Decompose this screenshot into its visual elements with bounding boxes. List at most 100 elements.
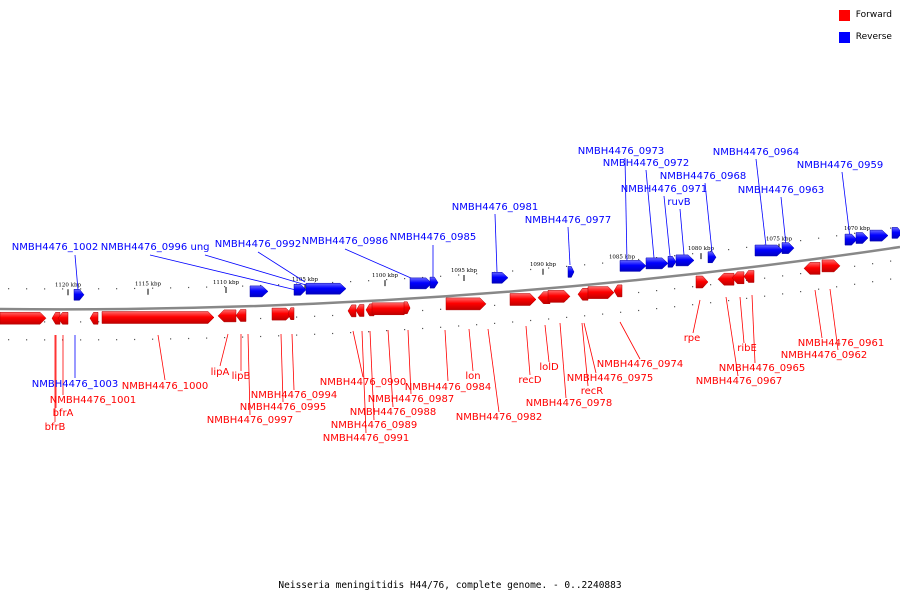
track-dot	[314, 333, 316, 335]
track-dot	[116, 288, 118, 290]
reverse-gene-arrow	[855, 232, 869, 244]
gene-label: NMBH4476_0968	[660, 171, 746, 182]
track-dot	[170, 338, 172, 340]
track-dot	[818, 237, 820, 239]
track-dot	[692, 286, 694, 288]
track-dot	[476, 273, 478, 275]
track-dot	[404, 278, 406, 280]
track-dot	[278, 284, 280, 286]
forward-gene-arrow	[271, 307, 293, 321]
gene-label: recR	[581, 386, 604, 397]
scale-tick-label: 1090 kbp	[530, 262, 557, 268]
leader-line	[619, 321, 641, 360]
track-dot	[800, 291, 802, 293]
forward-gene-arrow	[547, 290, 571, 303]
track-dot	[638, 258, 640, 261]
reverse-gene-arrow	[409, 277, 433, 290]
forward-gene-arrow	[403, 301, 411, 315]
reverse-gene-arrow	[249, 285, 269, 298]
gene-label: NMBH4476_0984	[405, 382, 491, 393]
track-dot	[872, 263, 874, 265]
track-dot	[152, 338, 154, 340]
track-dot	[512, 270, 514, 272]
track-dot	[656, 257, 658, 259]
reverse-gene-arrow	[781, 242, 795, 254]
reverse-gene-arrow	[707, 251, 717, 264]
reverse-gene-arrow	[305, 282, 347, 295]
track-dot	[692, 304, 694, 306]
track-dot	[458, 325, 460, 327]
track-dot	[782, 275, 784, 277]
reverse-gene-arrow	[293, 284, 307, 296]
gene-label: NMBH4476_0971	[621, 184, 707, 195]
track-dot	[566, 316, 568, 318]
track-dot	[350, 332, 352, 334]
leader-line	[645, 169, 655, 259]
gene-label: lipA	[211, 367, 230, 378]
gene-label: NMBH4476_0989	[331, 420, 417, 431]
track-dot	[26, 339, 28, 341]
reverse-gene-arrow	[491, 272, 509, 284]
track-dot	[422, 309, 424, 312]
track-dot	[764, 295, 766, 297]
scale-tick-label: 1095 kbp	[451, 268, 478, 274]
track-dot	[494, 322, 496, 324]
leader-line	[369, 330, 375, 421]
forward-gene-arrow	[587, 286, 615, 299]
leader-line	[149, 254, 297, 291]
gene-label: NMBH4476_0996	[101, 242, 187, 253]
leader-line	[841, 171, 851, 239]
gene-label: ung	[190, 242, 209, 253]
gene-label: NMBH4476_0978	[526, 398, 612, 409]
track-dot	[80, 321, 82, 323]
track-dot	[170, 287, 172, 289]
gene-label: NMBH4476_0961	[798, 338, 884, 349]
forward-swatch	[838, 9, 850, 21]
gene-label: NMBH4476_0982	[456, 412, 542, 423]
track-dot	[350, 281, 352, 283]
forward-gene-arrow	[613, 284, 623, 298]
track-dot	[98, 288, 100, 290]
track-dot	[260, 335, 262, 338]
track-dot	[746, 246, 748, 248]
leader-line	[525, 325, 531, 376]
track-dot	[332, 332, 334, 335]
track-dot	[44, 321, 46, 323]
gene-label: NMBH4476_0997	[207, 415, 293, 426]
forward-gene-arrow	[101, 311, 215, 324]
track-dot	[422, 276, 424, 279]
track-dot	[746, 279, 748, 281]
leader-line	[494, 213, 498, 273]
legend-forward: Forward	[838, 8, 892, 22]
track-dot	[674, 306, 676, 308]
track-dot	[638, 309, 640, 312]
legend: Forward Reverse	[838, 8, 892, 52]
gene-label: NMBH4476_0975	[567, 373, 653, 384]
track-dot	[674, 255, 676, 257]
leader-line	[74, 254, 79, 291]
gene-label: bfrB	[45, 422, 66, 433]
track-dot	[548, 318, 550, 320]
gene-label: NMBH4476_0987	[368, 394, 454, 405]
gene-label: NMBH4476_0994	[251, 390, 337, 401]
track-dot	[620, 311, 622, 313]
forward-gene-arrow	[0, 311, 47, 325]
track-dot	[494, 304, 496, 306]
reverse-gene-arrow	[754, 244, 784, 257]
leader-line	[567, 226, 571, 266]
track-dot	[656, 308, 658, 310]
track-dot	[476, 324, 478, 326]
reverse-gene-arrow	[619, 260, 647, 272]
track-dot	[782, 293, 784, 295]
scale-tick-label: 1100 kbp	[372, 273, 399, 279]
gene-label: NMBH4476_0967	[696, 376, 782, 387]
gene-label: bfrA	[53, 408, 74, 419]
track-dot	[134, 287, 136, 290]
gene-arrows	[0, 227, 900, 325]
track-dot	[440, 308, 442, 310]
scale-tick-label: 1075 kbp	[766, 237, 793, 243]
reverse-gene-arrow	[891, 227, 900, 239]
leader-line	[219, 333, 229, 367]
gene-label: NMBH4476_0973	[578, 146, 664, 157]
